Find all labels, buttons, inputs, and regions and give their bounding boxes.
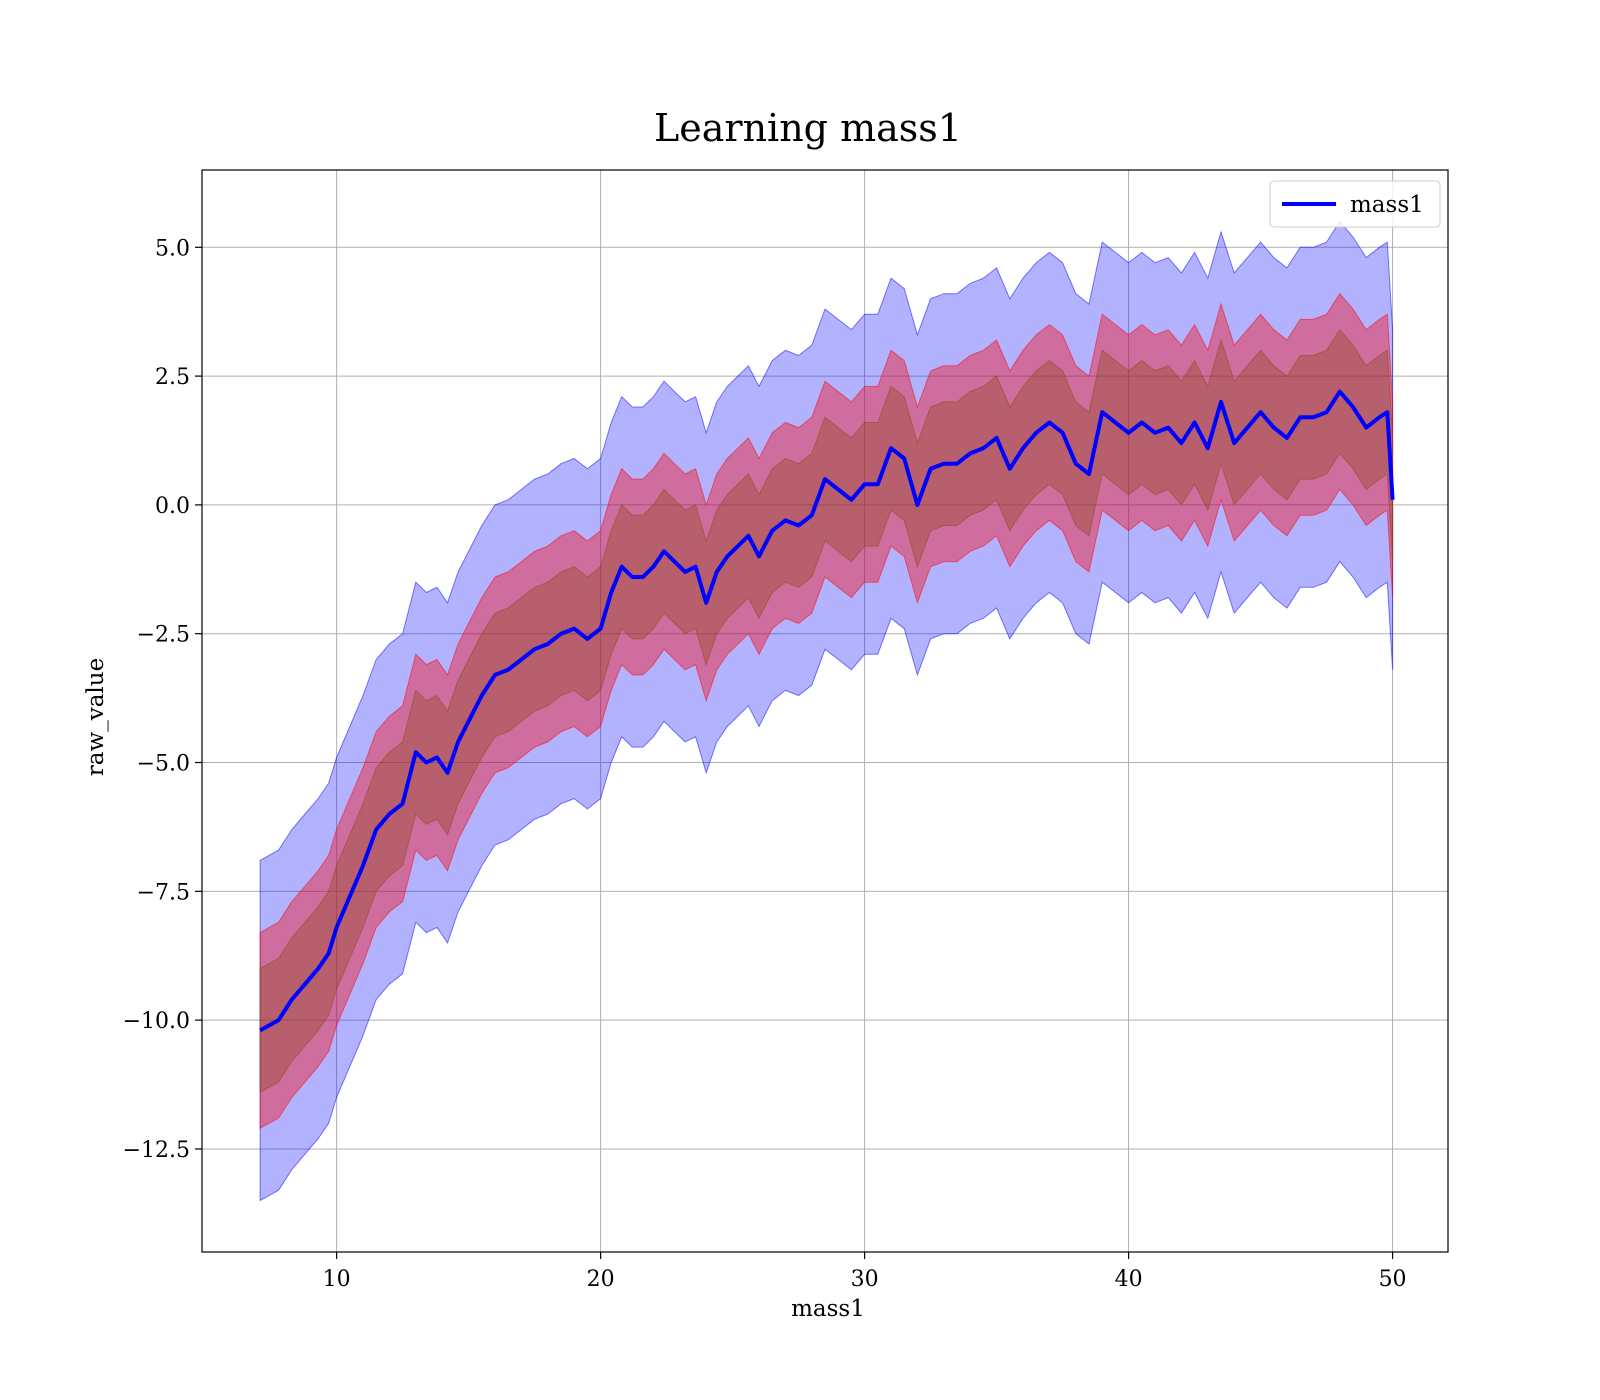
x-tick-label: 10 [323, 1267, 351, 1292]
y-tick-label: −7.5 [137, 880, 190, 905]
chart-title: Learning mass1 [654, 106, 962, 150]
y-tick-label: −12.5 [123, 1138, 190, 1163]
legend: mass1 [1269, 180, 1441, 228]
band-outer [259, 220, 1394, 1202]
y-tick-label: 0.0 [155, 494, 190, 519]
x-tick-label: 30 [851, 1267, 879, 1292]
series-line-mass1 [259, 389, 1395, 1033]
x-tick-label: 20 [587, 1267, 615, 1292]
band-inner [259, 328, 1394, 1094]
plot-frame [201, 169, 1449, 1253]
y-tick-label: −2.5 [137, 623, 190, 648]
y-tick-label: −10.0 [123, 1009, 190, 1034]
band-middle [259, 292, 1394, 1130]
x-tick-label: 50 [1379, 1267, 1407, 1292]
y-tick-label: −5.0 [137, 752, 190, 777]
x-tick-label: 40 [1115, 1267, 1143, 1292]
legend-label-mass1: mass1 [1350, 192, 1424, 218]
y-axis-label: raw_value [83, 658, 109, 776]
y-tick-label: 5.0 [155, 236, 190, 261]
bands-group [259, 220, 1395, 1202]
legend-box [1269, 180, 1441, 228]
x-axis-label: mass1 [791, 1296, 865, 1322]
y-tick-label: 2.5 [155, 365, 190, 390]
plot-area: 10 20 30 40 50 5.0 2.5 0.0 −2.5 −5.0 −7.5 −10.0 −12.… [123, 169, 1449, 1292]
